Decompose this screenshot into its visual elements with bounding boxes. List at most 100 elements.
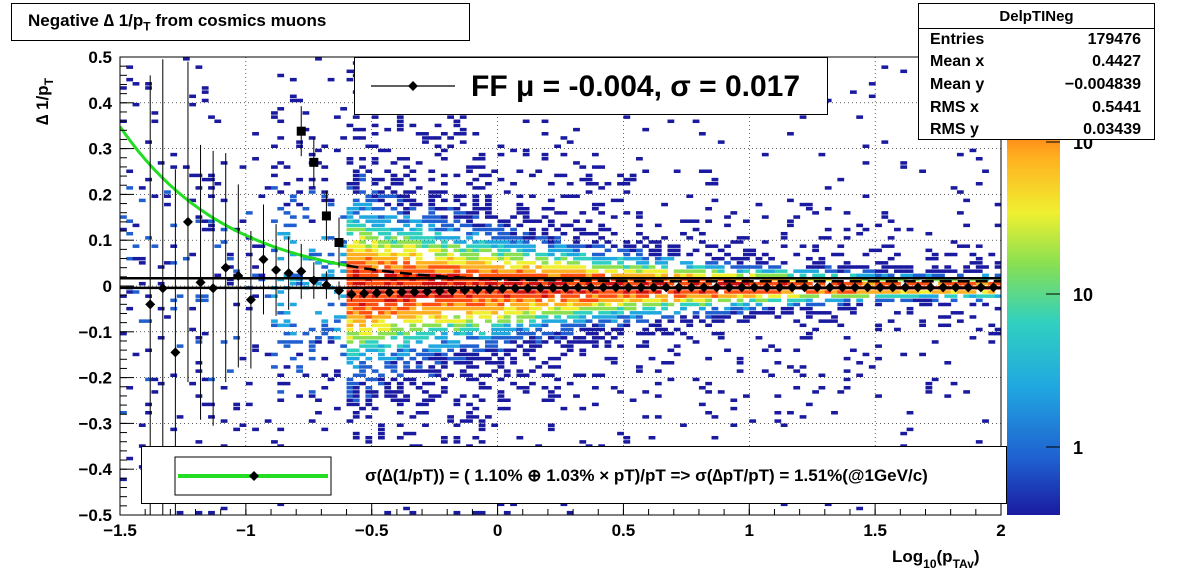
heatmap-cell <box>925 231 933 236</box>
heatmap-cell <box>396 177 404 182</box>
heatmap-cell <box>975 157 983 161</box>
heatmap-cell <box>378 206 385 211</box>
heatmap-cell <box>472 177 480 182</box>
heatmap-cell <box>780 269 788 273</box>
heatmap-cell <box>491 269 499 273</box>
heatmap-cell <box>875 277 882 282</box>
heatmap-cell <box>277 190 285 194</box>
heatmap-cell <box>938 281 945 286</box>
heatmap-cell <box>591 265 599 269</box>
heatmap-cell <box>598 336 606 340</box>
heatmap-cell <box>761 152 769 157</box>
heatmap-cell <box>321 190 329 194</box>
heatmap-cell <box>220 161 228 165</box>
heatmap-cell <box>812 244 820 248</box>
heatmap-cell <box>661 261 668 265</box>
heatmap-cell <box>843 369 851 373</box>
heatmap-cell <box>805 277 813 282</box>
heatmap-cell <box>516 281 524 286</box>
heatmap-cell <box>994 265 1001 269</box>
heatmap-cell <box>799 115 807 119</box>
heatmap-cell <box>730 294 738 298</box>
heatmap-cell <box>774 394 782 398</box>
heatmap-cell <box>510 281 517 286</box>
heatmap-cell <box>422 136 429 140</box>
heatmap-cell <box>988 323 996 328</box>
heatmap-cell <box>629 273 637 278</box>
heatmap-cell <box>560 323 568 328</box>
heatmap-cell <box>566 223 574 228</box>
heatmap-cell <box>352 227 360 232</box>
heatmap-cell <box>466 211 473 215</box>
heatmap-cell <box>919 169 926 173</box>
heatmap-cell <box>390 298 398 303</box>
y-tick-label: −0.5 <box>78 506 112 525</box>
heatmap-cell <box>176 510 184 515</box>
heatmap-cell <box>818 386 826 390</box>
heatmap-cell <box>604 344 612 348</box>
heatmap-cell <box>346 302 354 307</box>
heatmap-cell <box>522 148 530 153</box>
heatmap-cell <box>252 294 259 298</box>
heatmap-cell <box>824 290 832 294</box>
heatmap-cell <box>384 186 392 190</box>
heatmap-cell <box>409 311 417 315</box>
heatmap-cell <box>447 344 455 348</box>
heatmap-cell <box>566 194 574 198</box>
heatmap-cell <box>434 231 442 236</box>
heatmap-cell <box>636 269 643 273</box>
heatmap-cell <box>887 281 895 286</box>
heatmap-cell <box>994 202 1001 207</box>
heatmap-cell <box>378 261 385 265</box>
heatmap-cell <box>484 373 492 378</box>
heatmap-cell <box>302 127 310 132</box>
heatmap-cell <box>982 281 989 286</box>
heatmap-cell <box>409 381 417 386</box>
heatmap-cell <box>333 369 341 373</box>
heatmap-cell <box>591 331 599 336</box>
heatmap-cell <box>963 290 971 294</box>
heatmap-cell <box>453 440 461 444</box>
heatmap-cell <box>403 294 410 298</box>
heatmap-cell <box>900 294 908 298</box>
heatmap-cell <box>453 435 461 440</box>
heatmap-cell <box>780 273 788 278</box>
heatmap-cell <box>547 265 555 269</box>
mean-point <box>145 299 156 310</box>
heatmap-cell <box>346 215 354 219</box>
heatmap-cell <box>359 223 366 228</box>
mean-point <box>975 282 986 293</box>
heatmap-cell <box>736 369 744 373</box>
heatmap-cell <box>547 181 555 186</box>
heatmap-cell <box>705 169 713 173</box>
heatmap-cell <box>484 244 492 248</box>
heatmap-cell <box>560 344 568 348</box>
heatmap-cell <box>868 290 876 294</box>
heatmap-cell <box>472 198 480 203</box>
heatmap-cell <box>359 319 366 323</box>
heatmap-cell <box>340 302 348 307</box>
heatmap-cell <box>522 373 530 378</box>
heatmap-cell <box>327 273 335 278</box>
heatmap-cell <box>648 331 656 336</box>
heatmap-cell <box>422 390 429 394</box>
heatmap-cell <box>289 331 297 336</box>
heatmap-cell <box>975 277 983 282</box>
heatmap-cell <box>396 277 404 282</box>
heatmap-cell <box>661 273 668 278</box>
heatmap-cell <box>730 240 738 244</box>
heatmap-cell <box>547 394 555 398</box>
heatmap-cell <box>302 256 310 261</box>
heatmap-cell <box>579 227 587 232</box>
heatmap-cell <box>598 298 606 303</box>
heatmap-cell <box>787 410 794 415</box>
heatmap-cell <box>434 248 442 253</box>
heatmap-cell <box>529 306 536 311</box>
heatmap-cell <box>881 211 889 215</box>
heatmap-cell <box>478 256 486 261</box>
heatmap-cell <box>812 294 820 298</box>
heatmap-cell <box>365 415 373 419</box>
heatmap-cell <box>503 336 511 340</box>
heatmap-cell <box>591 256 599 261</box>
heatmap-cell <box>289 223 297 228</box>
